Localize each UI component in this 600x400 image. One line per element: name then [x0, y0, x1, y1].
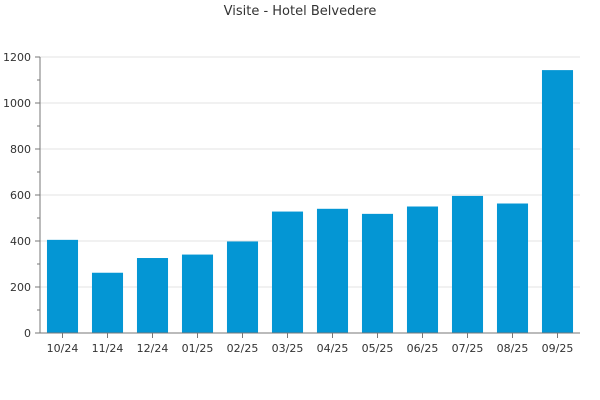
y-tick-label: 1000	[3, 97, 31, 110]
bar	[226, 241, 259, 333]
x-tick-label: 03/25	[272, 342, 304, 355]
gridlines	[40, 56, 580, 288]
y-tick-label: 800	[10, 143, 31, 156]
bar	[406, 206, 439, 333]
tick-labels: 0 200 400 600 800 1000 1200 10/24 11/24 12/24 01/2…	[3, 51, 573, 355]
x-tick-label: 10/24	[47, 342, 79, 355]
bar	[496, 203, 529, 333]
y-tick-label: 400	[10, 235, 31, 248]
y-tick-label: 0	[24, 327, 31, 340]
bar	[361, 213, 394, 333]
x-tick-label: 06/25	[407, 342, 439, 355]
x-tick-label: 09/25	[542, 342, 574, 355]
bar	[316, 208, 349, 333]
axes	[35, 56, 580, 338]
x-tick-label: 11/24	[92, 342, 124, 355]
bar	[541, 70, 574, 334]
bar	[46, 239, 79, 333]
bar	[271, 211, 304, 333]
chart-title: Visite - Hotel Belvedere	[223, 4, 377, 19]
y-tick-label: 600	[10, 189, 31, 202]
x-tick-label: 07/25	[452, 342, 484, 355]
bar	[181, 254, 214, 333]
x-tick-label: 04/25	[317, 342, 349, 355]
x-tick-label: 12/24	[137, 342, 169, 355]
bar	[451, 195, 484, 333]
y-tick-label: 1200	[3, 51, 31, 64]
bars	[46, 70, 574, 334]
bar	[91, 272, 124, 333]
x-tick-label: 05/25	[362, 342, 394, 355]
y-tick-label: 200	[10, 281, 31, 294]
bar	[136, 258, 169, 333]
x-tick-label: 02/25	[227, 342, 259, 355]
x-tick-label: 08/25	[497, 342, 529, 355]
x-tick-label: 01/25	[182, 342, 214, 355]
